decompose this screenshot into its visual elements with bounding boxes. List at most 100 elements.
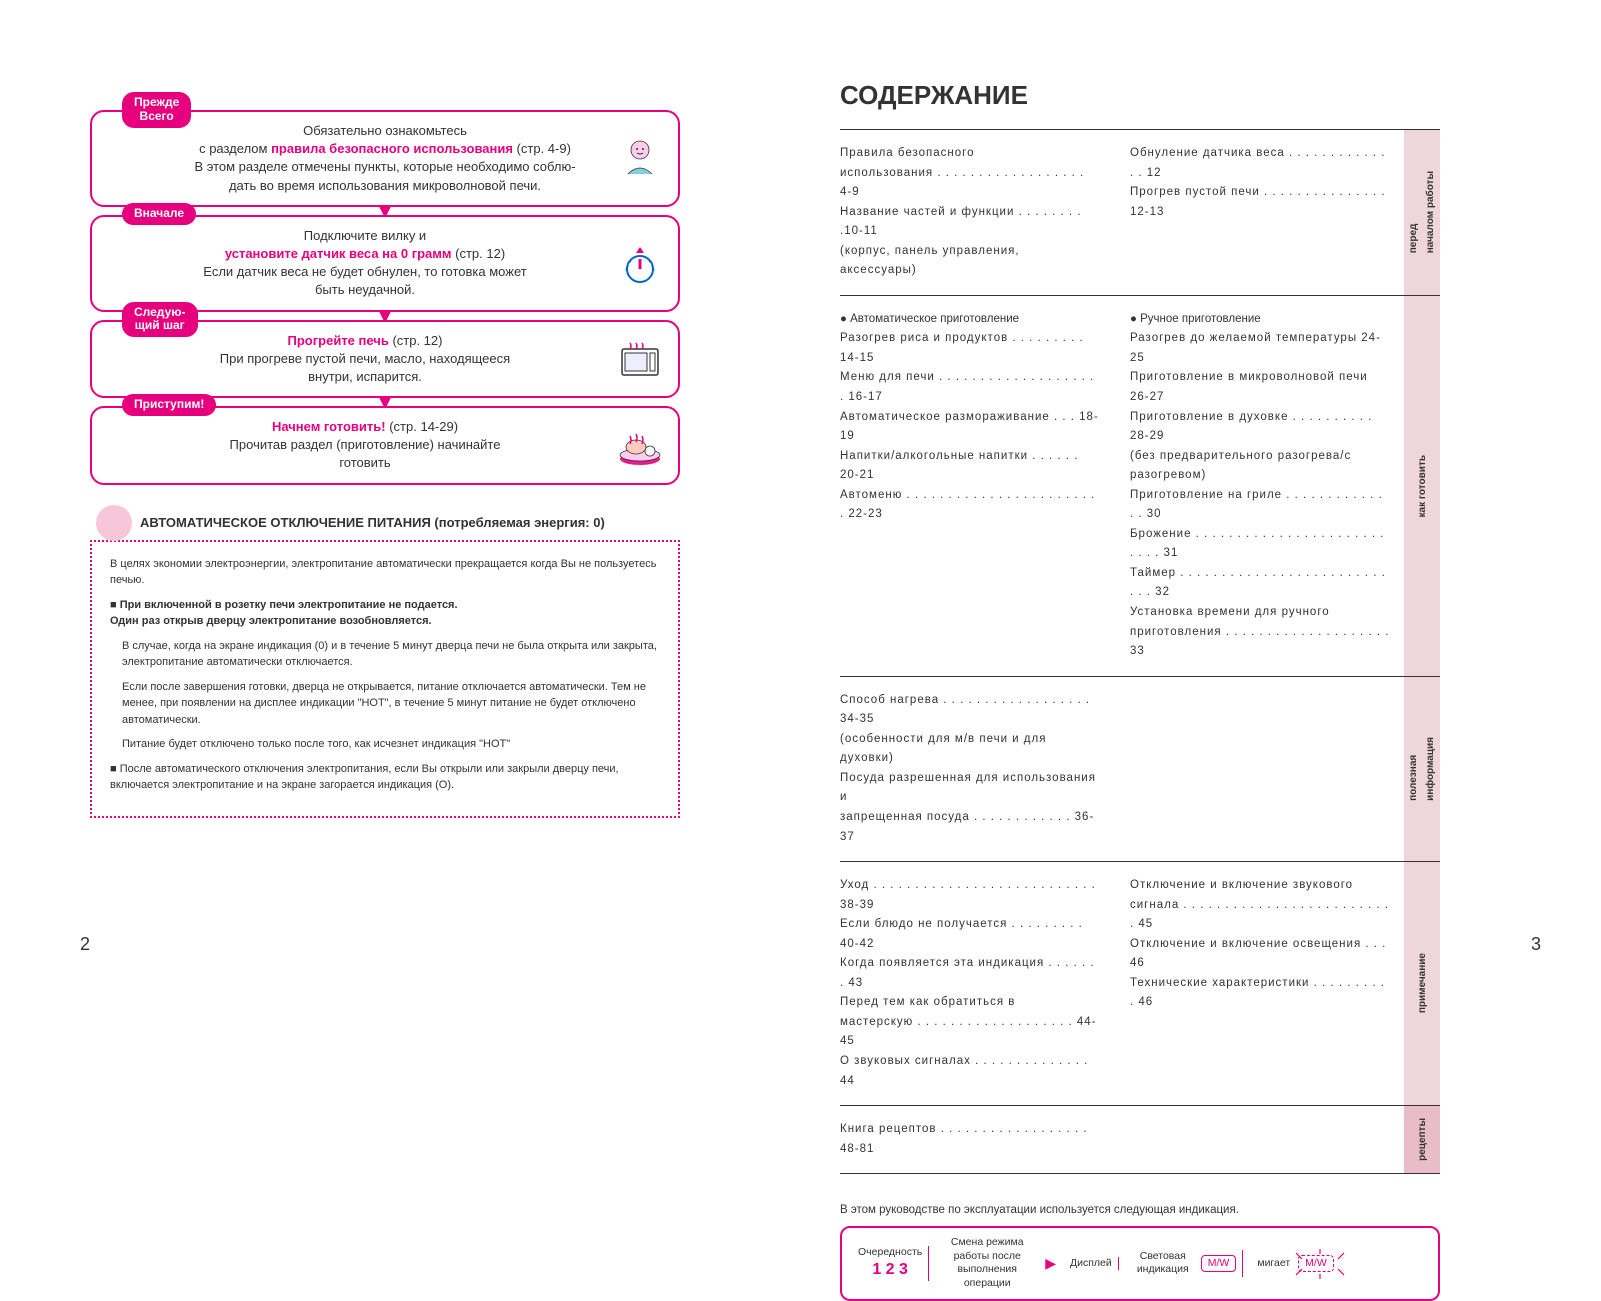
- toc-line: Отключение и включение освещения . . . 4…: [1130, 935, 1390, 974]
- indicator-col4: Световая индикация M/W: [1127, 1250, 1244, 1277]
- toc-tab: как готовить: [1404, 296, 1440, 676]
- step-badge-3: Следую-щий шаг: [122, 302, 198, 338]
- toc-line: Способ нагрева . . . . . . . . . . . . .…: [840, 691, 1100, 730]
- toc-tab: передначалом работы: [1404, 130, 1440, 295]
- step1-line2a: с разделом: [199, 141, 271, 156]
- step1-line3: В этом разделе отмечены пункты, которые …: [194, 159, 575, 174]
- step-text-4: Начнем готовить! (стр. 14-29) Прочитав р…: [112, 418, 618, 473]
- toc-col-left: Правила безопасного использования . . . …: [840, 144, 1100, 281]
- toc-line: Приготовление в духовке . . . . . . . . …: [1130, 408, 1390, 447]
- food-icon: [616, 421, 664, 469]
- toc-line: О звуковых сигналах . . . . . . . . . . …: [840, 1052, 1100, 1091]
- toc-tab-label: полезнаяинформация: [1405, 737, 1439, 801]
- person-icon: [616, 134, 664, 182]
- step1-line4: дать во время использования микроволново…: [229, 178, 541, 193]
- ind-col5-label: мигает: [1257, 1257, 1290, 1271]
- ind-col4-label: Световая индикация: [1133, 1250, 1193, 1277]
- ind-col1-nums: 1 2 3: [858, 1260, 922, 1281]
- toc-line: Таймер . . . . . . . . . . . . . . . . .…: [1130, 564, 1390, 603]
- toc-line: сигнала . . . . . . . . . . . . . . . . …: [1130, 896, 1390, 935]
- step-badge-2: Вначале: [122, 203, 196, 225]
- step4-post: (стр. 14-29): [386, 419, 458, 434]
- step-box-4: Приступим! Начнем готовить! (стр. 14-29)…: [90, 406, 680, 485]
- step-text-2: Подключите вилку и установите датчик вес…: [112, 227, 618, 300]
- toc-col-left: Уход . . . . . . . . . . . . . . . . . .…: [840, 876, 1100, 1091]
- toc-line: (особенности для м/в печи и для духовки): [840, 730, 1100, 769]
- toc-col-right: Обнуление датчика веса . . . . . . . . .…: [1130, 144, 1390, 281]
- toc-line: Если блюдо не получается . . . . . . . .…: [840, 915, 1100, 954]
- step4-pink: Начнем готовить!: [272, 419, 386, 434]
- step4-line3: готовить: [339, 455, 390, 470]
- toc-section: Способ нагрева . . . . . . . . . . . . .…: [840, 676, 1440, 861]
- auto-off-p3: Если после завершения готовки, дверца не…: [110, 679, 660, 729]
- toc-tab: рецепты: [1404, 1106, 1440, 1173]
- blink-rays-icon: [1290, 1247, 1350, 1281]
- toc-col-right: [1130, 691, 1390, 847]
- toc-line: Уход . . . . . . . . . . . . . . . . . .…: [840, 876, 1100, 915]
- toc-line: использования . . . . . . . . . . . . . …: [840, 164, 1100, 203]
- step1-line2b: (стр. 4-9): [513, 141, 571, 156]
- toc-line: Книга рецептов . . . . . . . . . . . . .…: [840, 1120, 1100, 1159]
- step1-line2-pink: правила безопасного использования: [271, 141, 513, 156]
- toc-line: Когда появляется эта индикация . . . . .…: [840, 954, 1100, 993]
- toc-line: Технические характеристики . . . . . . .…: [1130, 974, 1390, 1013]
- toc-col-right: ● Ручное приготовлениеРазогрев до желаем…: [1130, 310, 1390, 662]
- step3-pink: Прогрейте печь: [288, 333, 389, 348]
- toc-line: мастерскую . . . . . . . . . . . . . . .…: [840, 1013, 1100, 1052]
- toc-line: разогревом): [1130, 466, 1390, 486]
- toc-line: Приготовление в микроволновой печи 26-27: [1130, 368, 1390, 407]
- step-box-2: Вначале Подключите вилку и установите да…: [90, 215, 680, 312]
- step-text-1: Обязательно ознакомьтесь с разделом прав…: [152, 122, 618, 195]
- ind-col1-label: Очередность: [858, 1246, 922, 1260]
- toc-line: Установка времени для ручного: [1130, 603, 1390, 623]
- toc-col-header: ● Автоматическое приготовление: [840, 310, 1100, 330]
- toc-line: Разогрев риса и продуктов . . . . . . . …: [840, 329, 1100, 368]
- step4-line2: Прочитав раздел (приготовление) начинайт…: [230, 437, 501, 452]
- toc-line: приготовления . . . . . . . . . . . . . …: [1130, 623, 1390, 662]
- step3-line2: При прогреве пустой печи, масло, находящ…: [220, 351, 510, 366]
- oven-icon: [616, 335, 664, 383]
- toc-line: Брожение . . . . . . . . . . . . . . . .…: [1130, 525, 1390, 564]
- indicator-col3: Дисплей: [1064, 1257, 1119, 1271]
- toc-line: Прогрев пустой печи . . . . . . . . . . …: [1130, 183, 1390, 222]
- dial-icon: [616, 239, 664, 287]
- step3-post: (стр. 12): [389, 333, 443, 348]
- toc-line: Приготовление на гриле . . . . . . . . .…: [1130, 486, 1390, 525]
- mw-solid-badge: M/W: [1201, 1255, 1237, 1273]
- step1-line1: Обязательно ознакомьтесь: [303, 123, 467, 138]
- page-number-left: 2: [80, 934, 90, 955]
- toc-line: Обнуление датчика веса . . . . . . . . .…: [1130, 144, 1390, 183]
- left-page: ПреждеВсего Обязательно ознакомьтесь с р…: [90, 110, 680, 818]
- toc-tab-label: как готовить: [1414, 455, 1431, 517]
- right-page: СОДЕРЖАНИЕ Правила безопасного использов…: [840, 80, 1440, 1301]
- toc-title: СОДЕРЖАНИЕ: [840, 80, 1440, 111]
- step2-pink: установите датчик веса на 0 грамм: [225, 246, 452, 261]
- step2-line4: быть неудачной.: [315, 282, 415, 297]
- indicator-col2: Смена режима работы после выполнения опе…: [937, 1236, 1037, 1291]
- auto-off-p2: В случае, когда на экране индикация (0) …: [110, 638, 660, 671]
- step3-line3: внутри, испарится.: [308, 369, 422, 384]
- toc-container: Правила безопасного использования . . . …: [840, 129, 1440, 1174]
- indicator-triangle: ▶: [1045, 1255, 1056, 1272]
- auto-off-block: АВТОМАТИЧЕСКОЕ ОТКЛЮЧЕНИЕ ПИТАНИЯ (потре…: [90, 515, 680, 818]
- toc-line: (корпус, панель управления, аксессуары): [840, 242, 1100, 281]
- toc-tab: полезнаяинформация: [1404, 677, 1440, 861]
- toc-col-left: ● Автоматическое приготовлениеРазогрев р…: [840, 310, 1100, 662]
- auto-off-title-text: АВТОМАТИЧЕСКОЕ ОТКЛЮЧЕНИЕ ПИТАНИЯ (потре…: [140, 515, 605, 530]
- step-text-3: Прогрейте печь (стр. 12) При прогреве пу…: [112, 332, 618, 387]
- toc-col-header: ● Ручное приготовление: [1130, 310, 1390, 330]
- toc-line: запрещенная посуда . . . . . . . . . . .…: [840, 808, 1100, 847]
- toc-col-left: Книга рецептов . . . . . . . . . . . . .…: [840, 1120, 1100, 1159]
- auto-off-p4: Питание будет отключено только после тог…: [110, 736, 660, 753]
- toc-line: Напитки/алкогольные напитки . . . . . . …: [840, 447, 1100, 486]
- toc-line: Разогрев до желаемой температуры 24-25: [1130, 329, 1390, 368]
- toc-line: Автоменю . . . . . . . . . . . . . . . .…: [840, 486, 1100, 525]
- indicator-legend-box: Очередность 1 2 3 Смена режима работы по…: [840, 1226, 1440, 1301]
- indicator-col1: Очередность 1 2 3: [852, 1246, 929, 1280]
- step-badge-4: Приступим!: [122, 394, 216, 416]
- auto-off-b2: После автоматического отключения электро…: [110, 761, 660, 794]
- toc-section: ● Автоматическое приготовлениеРазогрев р…: [840, 295, 1440, 676]
- toc-col-left: Способ нагрева . . . . . . . . . . . . .…: [840, 691, 1100, 847]
- step2-post: (стр. 12): [452, 246, 506, 261]
- toc-line: Меню для печи . . . . . . . . . . . . . …: [840, 368, 1100, 407]
